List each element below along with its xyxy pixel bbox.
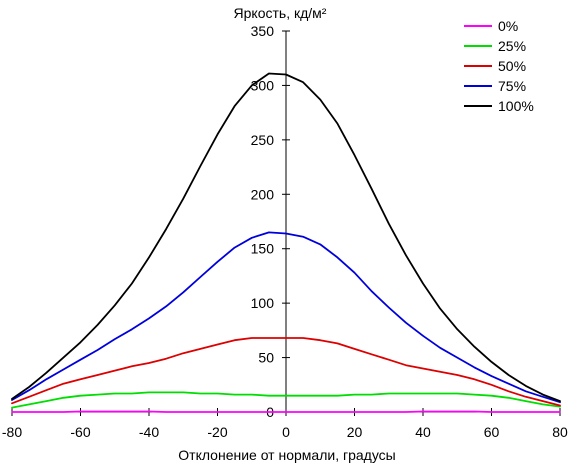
y-tick-label: 50 — [258, 350, 274, 366]
y-tick-label: 150 — [251, 241, 275, 257]
legend-label: 50% — [498, 58, 526, 74]
legend-label: 75% — [498, 78, 526, 94]
x-tick-label: 60 — [484, 424, 500, 440]
series-line-100pct — [11, 72, 561, 403]
x-axis-title: Отклонение от нормали, градусы — [178, 447, 395, 463]
x-tick-label: -60 — [70, 424, 90, 440]
series-line-50pct — [11, 337, 561, 407]
y-tick-label: 250 — [251, 132, 275, 148]
legend-label: 100% — [498, 98, 534, 114]
x-tick-label: 40 — [415, 424, 431, 440]
x-tick-label: 20 — [347, 424, 363, 440]
x-tick-label: -80 — [2, 424, 22, 440]
x-tick-label: 0 — [282, 424, 290, 440]
series-line-25pct — [11, 391, 561, 409]
y-tick-label: 100 — [251, 295, 275, 311]
legend: 0% 25% 50% 75% 100% — [464, 18, 534, 114]
y-axis-title: Яркость, кд/м² — [234, 5, 327, 21]
x-tick-label: 80 — [552, 424, 568, 440]
x-tick-label: -40 — [139, 424, 159, 440]
y-tick-label: 350 — [251, 23, 275, 39]
series-line-75pct — [11, 231, 561, 404]
x-tick-labels: -80 -60 -40 -20 0 20 40 60 80 — [2, 424, 568, 440]
y-tick-label: 300 — [251, 77, 275, 93]
series-line-0pct — [11, 410, 561, 413]
legend-label: 25% — [498, 38, 526, 54]
axes — [11, 30, 561, 416]
y-tick-label: 200 — [251, 186, 275, 202]
legend-label: 0% — [498, 18, 518, 34]
series-lines — [11, 72, 561, 413]
x-tick-label: -20 — [207, 424, 227, 440]
